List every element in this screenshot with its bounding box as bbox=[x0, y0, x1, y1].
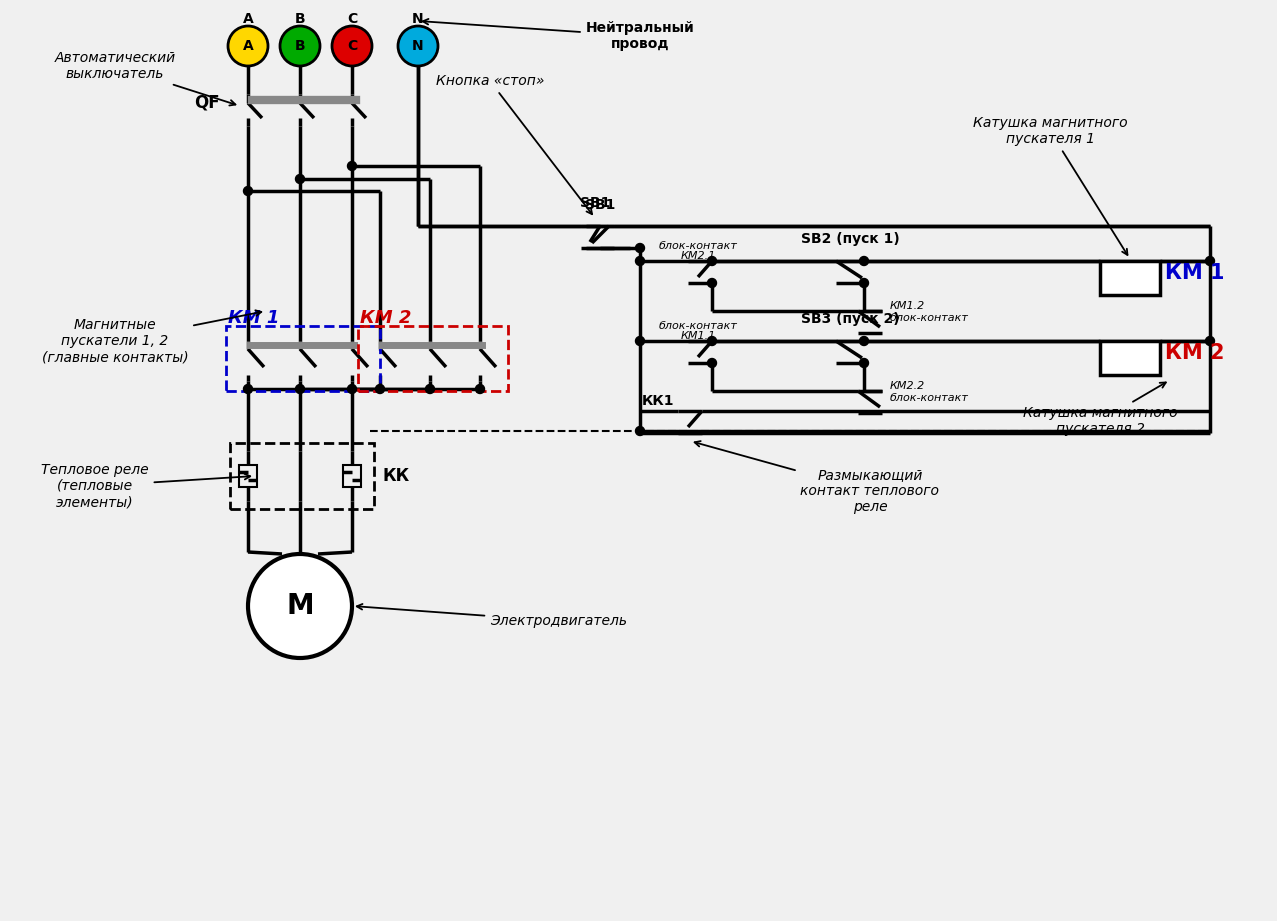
Circle shape bbox=[244, 384, 253, 393]
Circle shape bbox=[475, 384, 484, 393]
Text: М: М bbox=[286, 592, 314, 620]
Circle shape bbox=[295, 174, 304, 183]
Text: Размыкающий
контакт теплового
реле: Размыкающий контакт теплового реле bbox=[695, 441, 940, 514]
Circle shape bbox=[244, 186, 253, 195]
Text: КМ 2: КМ 2 bbox=[360, 309, 411, 327]
Text: КК: КК bbox=[382, 467, 409, 485]
Circle shape bbox=[347, 384, 356, 393]
Text: A: A bbox=[243, 39, 253, 53]
Circle shape bbox=[347, 161, 356, 170]
Text: блок-контакт: блок-контакт bbox=[890, 393, 969, 403]
Text: Магнитные
пускатели 1, 2
(главные контакты): Магнитные пускатели 1, 2 (главные контак… bbox=[42, 310, 262, 364]
Text: B: B bbox=[295, 12, 305, 26]
Bar bbox=[226, 326, 381, 391]
Circle shape bbox=[636, 257, 645, 265]
Text: Тепловое реле
(тепловые
элементы): Тепловое реле (тепловые элементы) bbox=[41, 462, 250, 509]
Text: КМ 1: КМ 1 bbox=[1165, 263, 1225, 283]
Circle shape bbox=[859, 278, 868, 287]
Text: C: C bbox=[347, 12, 358, 26]
Bar bbox=[239, 465, 257, 487]
Bar bbox=[1099, 261, 1160, 295]
Circle shape bbox=[332, 26, 372, 66]
Circle shape bbox=[280, 26, 321, 66]
Circle shape bbox=[248, 554, 352, 658]
Text: Автоматический
выключатель: Автоматический выключатель bbox=[55, 51, 235, 106]
Circle shape bbox=[375, 384, 384, 393]
Circle shape bbox=[636, 243, 645, 252]
Text: Катушка магнитного
пускателя 2: Катушка магнитного пускателя 2 bbox=[1023, 382, 1177, 437]
Text: SB1: SB1 bbox=[580, 196, 610, 210]
Text: Нейтральный
провод: Нейтральный провод bbox=[423, 19, 695, 51]
Text: блок-контакт: блок-контакт bbox=[659, 241, 737, 251]
Circle shape bbox=[707, 358, 716, 367]
Text: N: N bbox=[412, 39, 424, 53]
Text: Катушка магнитного
пускателя 1: Катушка магнитного пускателя 1 bbox=[973, 116, 1128, 255]
Text: Кнопка «стоп»: Кнопка «стоп» bbox=[435, 74, 593, 215]
Bar bbox=[1099, 341, 1160, 375]
Circle shape bbox=[859, 336, 868, 345]
Text: КМ1.2: КМ1.2 bbox=[890, 301, 926, 311]
Bar bbox=[230, 443, 374, 509]
Text: C: C bbox=[347, 39, 358, 53]
Text: A: A bbox=[243, 12, 253, 26]
Circle shape bbox=[636, 336, 645, 345]
Circle shape bbox=[707, 257, 716, 265]
Text: SB3 (пуск 2): SB3 (пуск 2) bbox=[801, 312, 899, 326]
Text: SB2 (пуск 1): SB2 (пуск 1) bbox=[801, 232, 899, 246]
Circle shape bbox=[859, 358, 868, 367]
Circle shape bbox=[398, 26, 438, 66]
Circle shape bbox=[295, 384, 304, 393]
Circle shape bbox=[859, 257, 868, 265]
Circle shape bbox=[636, 426, 645, 436]
Text: КМ 1: КМ 1 bbox=[229, 309, 280, 327]
Circle shape bbox=[425, 384, 434, 393]
Text: Электродвигатель: Электродвигатель bbox=[356, 604, 627, 628]
Circle shape bbox=[707, 278, 716, 287]
Text: КК1: КК1 bbox=[641, 394, 674, 408]
Text: КМ 2: КМ 2 bbox=[1165, 343, 1225, 363]
Text: КМ2.1: КМ2.1 bbox=[681, 251, 715, 261]
Text: N: N bbox=[412, 12, 424, 26]
Text: QF: QF bbox=[194, 94, 220, 112]
Circle shape bbox=[707, 336, 716, 345]
Text: B: B bbox=[295, 39, 305, 53]
Text: блок-контакт: блок-контакт bbox=[890, 313, 969, 323]
Bar bbox=[358, 326, 508, 391]
Circle shape bbox=[1205, 336, 1214, 345]
Circle shape bbox=[1205, 257, 1214, 265]
Text: КМ2.2: КМ2.2 bbox=[890, 381, 926, 391]
Text: SB1: SB1 bbox=[585, 198, 616, 212]
Circle shape bbox=[229, 26, 268, 66]
Bar bbox=[344, 465, 361, 487]
Text: КМ1.1: КМ1.1 bbox=[681, 331, 715, 341]
Text: блок-контакт: блок-контакт bbox=[659, 321, 737, 331]
